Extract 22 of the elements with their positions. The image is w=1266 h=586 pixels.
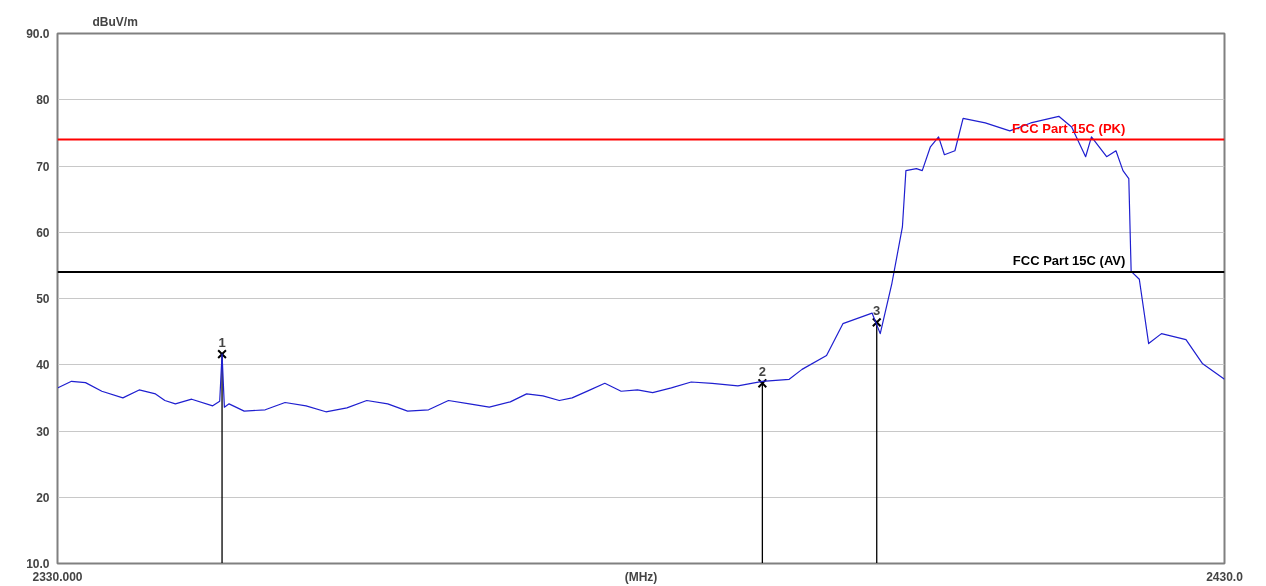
y-axis-title: dBuV/m <box>92 14 138 29</box>
x-axis-title: (MHz) <box>624 569 658 584</box>
ref-line-label: FCC Part 15C (AV) <box>1012 253 1126 268</box>
line-series <box>57 115 1225 413</box>
annotation: 1 <box>218 335 226 351</box>
annotation: 3 <box>873 303 881 319</box>
annotation: 2 <box>758 364 766 380</box>
y-tick-label: 90.0 <box>26 27 50 41</box>
y-tick-label: 10.0 <box>26 557 50 571</box>
point <box>217 349 227 360</box>
ref-line-label: FCC Part 15C (PK) <box>1011 120 1126 136</box>
point <box>871 317 882 328</box>
y-tick-label: 20 <box>36 490 50 505</box>
x-tick-label: 2330.000 <box>32 569 83 584</box>
y-tick-label: 50 <box>36 292 50 306</box>
y-tick-label: 70 <box>36 159 50 174</box>
point <box>757 378 768 389</box>
y-tick-label: 40 <box>36 358 50 373</box>
y-tick-label: 80 <box>36 93 50 108</box>
x-tick-label: 2430.0 <box>1206 569 1244 584</box>
y-tick-label: 30 <box>36 424 50 439</box>
y-tick-label: 60 <box>36 225 50 240</box>
